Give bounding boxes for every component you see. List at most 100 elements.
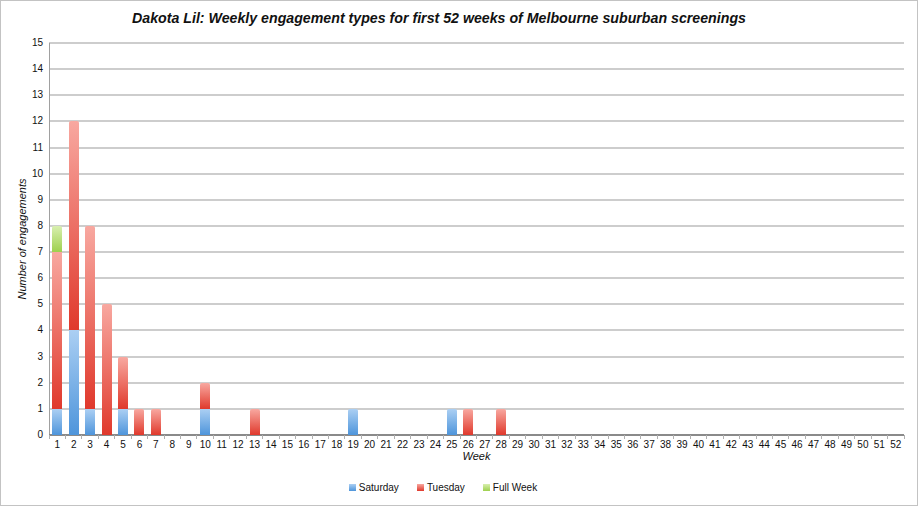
x-axis-tick <box>756 435 757 439</box>
x-axis-tick <box>394 435 395 439</box>
x-axis-tick <box>591 435 592 439</box>
x-axis-tick <box>788 435 789 439</box>
legend-label: Saturday <box>359 482 399 493</box>
gridline <box>49 251 904 253</box>
x-axis-tick <box>509 435 510 439</box>
x-axis-tick <box>558 435 559 439</box>
y-tick-label: 2 <box>1 377 43 389</box>
gridline <box>49 329 904 331</box>
x-axis-tick <box>492 435 493 439</box>
legend-swatch <box>417 484 424 491</box>
x-axis-tick <box>871 435 872 439</box>
gridline <box>49 277 904 279</box>
y-tick-label: 5 <box>1 298 43 310</box>
x-axis-tick <box>180 435 181 439</box>
bar-segment-tuesday <box>85 226 95 409</box>
gridline <box>49 147 904 149</box>
y-tick-label: 13 <box>1 89 43 101</box>
x-axis-tick <box>887 435 888 439</box>
x-axis-tick <box>706 435 707 439</box>
bar-segment-tuesday <box>52 252 62 409</box>
x-axis-tick <box>279 435 280 439</box>
x-axis-tick <box>608 435 609 439</box>
bar-segment-full-week <box>52 226 62 252</box>
y-tick-label: 15 <box>1 37 43 49</box>
x-axis-tick <box>838 435 839 439</box>
x-axis-tick <box>65 435 66 439</box>
x-axis-tick <box>196 435 197 439</box>
y-tick-label: 3 <box>1 351 43 363</box>
y-axis-labels: 0123456789101112131415 <box>1 43 43 435</box>
x-axis-tick <box>49 435 50 439</box>
plot-area: 1234567891011121314151617181920212223242… <box>49 43 904 435</box>
chart-title: Dakota Lil: Weekly engagement types for … <box>1 10 877 26</box>
legend-swatch <box>483 484 490 491</box>
bar-segment-saturday <box>118 409 128 435</box>
x-axis-tick <box>328 435 329 439</box>
legend-item-tuesday: Tuesday <box>417 482 465 493</box>
x-axis-tick <box>525 435 526 439</box>
x-axis-tick <box>904 435 905 439</box>
x-axis-tick <box>410 435 411 439</box>
x-axis-tick <box>673 435 674 439</box>
bar-segment-tuesday <box>151 409 161 435</box>
x-axis-tick <box>657 435 658 439</box>
gridline <box>49 42 904 44</box>
x-axis-tick <box>131 435 132 439</box>
x-axis-tick <box>246 435 247 439</box>
legend-item-full-week: Full Week <box>483 482 537 493</box>
x-axis-title: Week <box>49 450 904 462</box>
x-axis-tick <box>476 435 477 439</box>
gridline <box>49 120 904 122</box>
gridline <box>49 173 904 175</box>
x-axis-tick <box>147 435 148 439</box>
gridline <box>49 68 904 70</box>
x-axis-tick <box>377 435 378 439</box>
x-axis-tick <box>640 435 641 439</box>
gridline <box>49 225 904 227</box>
x-axis-tick <box>690 435 691 439</box>
x-axis-tick <box>262 435 263 439</box>
bar-segment-saturday <box>447 409 457 435</box>
x-axis-tick <box>739 435 740 439</box>
y-tick-label: 4 <box>1 324 43 336</box>
x-axis-tick <box>229 435 230 439</box>
y-axis-line <box>49 43 50 435</box>
gridline <box>49 408 904 410</box>
bar-segment-saturday <box>52 409 62 435</box>
gridline <box>49 199 904 201</box>
bar-segment-saturday <box>69 330 79 435</box>
y-tick-label: 7 <box>1 246 43 258</box>
gridline <box>49 356 904 358</box>
x-axis-tick <box>114 435 115 439</box>
bar-segment-tuesday <box>463 409 473 435</box>
bar-segment-saturday <box>348 409 358 435</box>
x-axis-tick <box>772 435 773 439</box>
y-tick-label: 11 <box>1 142 43 154</box>
bar-segment-tuesday <box>200 383 210 409</box>
y-tick-label: 9 <box>1 194 43 206</box>
gridline <box>49 303 904 305</box>
legend-item-saturday: Saturday <box>349 482 399 493</box>
y-tick-label: 1 <box>1 403 43 415</box>
x-axis-tick <box>312 435 313 439</box>
bar-segment-tuesday <box>496 409 506 435</box>
bar-segment-saturday <box>85 409 95 435</box>
bar-segment-tuesday <box>250 409 260 435</box>
x-axis-tick <box>542 435 543 439</box>
y-tick-label: 10 <box>1 168 43 180</box>
x-axis-tick <box>460 435 461 439</box>
x-axis-tick <box>805 435 806 439</box>
x-axis-tick <box>427 435 428 439</box>
legend: Saturday Tuesday Full Week <box>1 482 885 493</box>
x-axis-tick <box>98 435 99 439</box>
legend-swatch <box>349 484 356 491</box>
y-tick-label: 0 <box>1 429 43 441</box>
legend-label: Full Week <box>493 482 537 493</box>
y-tick-label: 8 <box>1 220 43 232</box>
bar-segment-tuesday <box>102 304 112 435</box>
gridline <box>49 382 904 384</box>
x-axis-tick <box>213 435 214 439</box>
x-axis-tick <box>164 435 165 439</box>
x-axis-tick <box>821 435 822 439</box>
